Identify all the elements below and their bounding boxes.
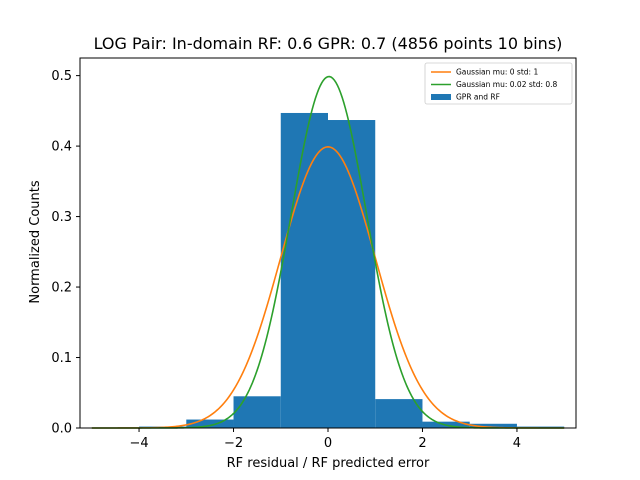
histogram-bar <box>233 396 281 428</box>
y-tick-label: 0.4 <box>51 140 72 155</box>
y-axis-label: Normalized Counts <box>28 180 43 303</box>
x-tick-label: 4 <box>513 436 521 451</box>
chart-title: LOG Pair: In-domain RF: 0.6 GPR: 0.7 (48… <box>94 34 563 53</box>
histogram-bar <box>328 120 376 429</box>
x-tick-label: 2 <box>418 436 426 451</box>
x-tick-label: −2 <box>224 436 243 451</box>
x-axis-label: RF residual / RF predicted error <box>227 456 430 471</box>
legend-bar-swatch <box>431 94 451 100</box>
y-tick-label: 0.2 <box>51 281 72 296</box>
y-tick-label: 0.0 <box>51 422 72 437</box>
gaussian-curve <box>91 146 565 429</box>
legend-entry-label: Gaussian mu: 0 std: 1 <box>456 68 538 77</box>
histogram-bar <box>375 399 423 428</box>
x-tick-label: 0 <box>324 436 332 451</box>
x-axis: −4 −2 0 2 4 <box>129 428 521 451</box>
y-tick-label: 0.3 <box>51 210 72 225</box>
plot-frame <box>79 57 577 429</box>
y-axis: 0.0 0.1 0.2 0.3 0.4 0.5 <box>51 69 80 437</box>
legend-entry-label: GPR and RF <box>456 93 500 102</box>
legend-box <box>424 62 573 105</box>
legend-entry-label: Gaussian mu: 0.02 std: 0.8 <box>456 80 558 89</box>
x-tick-label: −4 <box>129 436 148 451</box>
histogram-bar <box>186 419 234 428</box>
histogram-bar <box>469 423 517 428</box>
histogram-bar <box>280 112 328 428</box>
plot-area <box>91 75 565 429</box>
y-tick-label: 0.5 <box>51 69 72 84</box>
y-tick-label: 0.1 <box>51 351 72 366</box>
legend: Gaussian mu: 0 std: 1 Gaussian mu: 0.02 s… <box>424 62 573 105</box>
